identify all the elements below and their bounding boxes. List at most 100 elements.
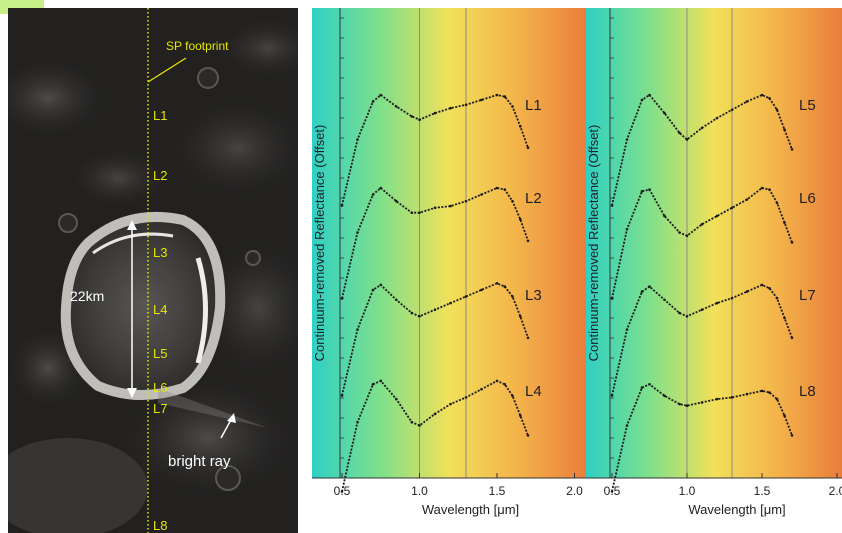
spectrum-point-l1 (433, 111, 437, 115)
y-axis-label: Continuum-removed Reflectance (Offset) (586, 125, 601, 362)
spectrum-point-l8 (730, 396, 734, 399)
spectrum-point-l7 (768, 287, 771, 290)
spectrum-line-l1 (341, 93, 529, 206)
spectrum-point-l5 (768, 97, 771, 100)
series-label-l5: L5 (799, 97, 816, 114)
spectrum-point-l4 (511, 394, 514, 398)
spectrum-point-l8 (640, 386, 644, 389)
spectrum-point-l8 (790, 434, 794, 437)
spectrum-point-l1 (511, 105, 514, 108)
spectrum-point-l1 (379, 93, 383, 97)
point-label-l5: L5 (153, 346, 167, 361)
bright-ray-label: bright ray (168, 453, 231, 470)
spectrum-point-l8 (715, 397, 719, 401)
spectrum-line-l4 (341, 379, 529, 492)
spectrum-point-l6 (745, 198, 749, 201)
spectrum-point-l7 (610, 394, 614, 397)
spectrum-point-l6 (715, 214, 719, 218)
spectrum-point-l6 (783, 221, 786, 224)
spectrum-point-l5 (715, 116, 719, 120)
spectrum-point-l8 (745, 392, 749, 396)
y-axis-label: Continuum-removed Reflectance (Offset) (312, 125, 327, 362)
series-label-l1: L1 (525, 97, 542, 114)
sp-footprint-label: SP footprint (166, 39, 229, 53)
spectrum-point-l4 (503, 383, 507, 386)
spectrum-point-l5 (760, 93, 764, 97)
spectrum-point-l3 (356, 328, 359, 331)
spectrum-point-l6 (663, 214, 666, 218)
spectrum-point-l2 (464, 199, 468, 203)
spectrum-point-l8 (663, 394, 666, 398)
spectrum-point-l1 (395, 105, 398, 108)
spectrum-point-l2 (379, 186, 383, 190)
spectrum-point-l1 (464, 103, 468, 107)
spectrum-point-l1 (356, 138, 359, 141)
spectrum-point-l6 (760, 186, 764, 190)
spectrum-point-l7 (775, 296, 779, 300)
x-tick-label: 1.5 (489, 484, 506, 498)
point-label-l8: L8 (153, 518, 167, 533)
spectrum-point-l4 (340, 490, 344, 493)
series-label-l3: L3 (525, 287, 542, 304)
point-label-l4: L4 (153, 302, 167, 317)
spectrum-point-l7 (730, 296, 734, 300)
spectrum-point-l7 (625, 328, 629, 331)
spectrum-point-l5 (640, 98, 644, 102)
spectrum-point-l7 (640, 290, 644, 293)
spectrum-point-l3 (410, 311, 414, 315)
spectrum-point-l2 (495, 186, 499, 190)
spectrum-point-l4 (449, 402, 452, 406)
spectrum-point-l8 (648, 383, 651, 386)
spectrum-point-l2 (395, 199, 398, 203)
spectrum-point-l3 (395, 298, 398, 302)
x-tick-label: 1.0 (411, 484, 428, 498)
spectrum-point-l3 (379, 283, 383, 287)
spectrum-point-l4 (433, 412, 437, 416)
spectrum-point-l6 (610, 297, 614, 300)
spectrum-point-l8 (775, 397, 779, 401)
spectrum-point-l5 (775, 108, 779, 112)
point-label-l2: L2 (153, 168, 167, 183)
spectrum-line-l7 (611, 283, 793, 396)
spectrum-point-l6 (625, 227, 629, 231)
lunar-image-panel: SP footprint 22km bright ray L1 L2 L3 L4… (8, 8, 298, 533)
spectrum-point-l6 (648, 188, 651, 191)
spectrum-point-l6 (790, 241, 794, 244)
spectrum-point-l7 (715, 301, 719, 305)
spectrum-point-l5 (610, 204, 614, 207)
spectrum-point-l8 (625, 424, 629, 427)
lunar-image: SP footprint 22km bright ray L1 L2 L3 L4… (8, 8, 298, 533)
spectrum-point-l3 (511, 295, 514, 298)
spectrum-point-l2 (526, 239, 530, 243)
spectrum-point-l1 (519, 125, 522, 128)
spectrum-point-l6 (730, 206, 734, 210)
spectrum-point-l3 (503, 285, 507, 288)
x-axis-label: Wavelength [μm] (688, 502, 785, 517)
point-label-l1: L1 (153, 108, 167, 123)
spectrum-point-l3 (371, 288, 375, 292)
spectrum-point-l2 (519, 218, 522, 221)
spectrum-line-l6 (611, 187, 793, 299)
spectrum-point-l2 (418, 211, 421, 214)
spectrum-point-l8 (768, 391, 771, 394)
spectrum-point-l6 (685, 234, 689, 238)
spectrum-point-l7 (760, 283, 764, 287)
spectrum-point-l4 (356, 420, 359, 424)
spectrum-point-l7 (678, 311, 681, 315)
point-label-l3: L3 (153, 245, 167, 260)
spectrum-point-l5 (783, 128, 786, 131)
spectrum-point-l2 (340, 297, 344, 300)
spectrum-point-l3 (526, 336, 530, 340)
spectrum-point-l4 (410, 420, 414, 424)
spectrum-line-l8 (611, 383, 793, 492)
spectrum-point-l1 (449, 106, 452, 110)
series-label-l4: L4 (525, 383, 542, 400)
spectrum-point-l4 (418, 424, 421, 427)
spectrum-point-l1 (503, 95, 507, 98)
spectrum-point-l8 (783, 414, 786, 417)
spectrum-point-l5 (685, 138, 689, 141)
series-label-l8: L8 (799, 383, 816, 400)
